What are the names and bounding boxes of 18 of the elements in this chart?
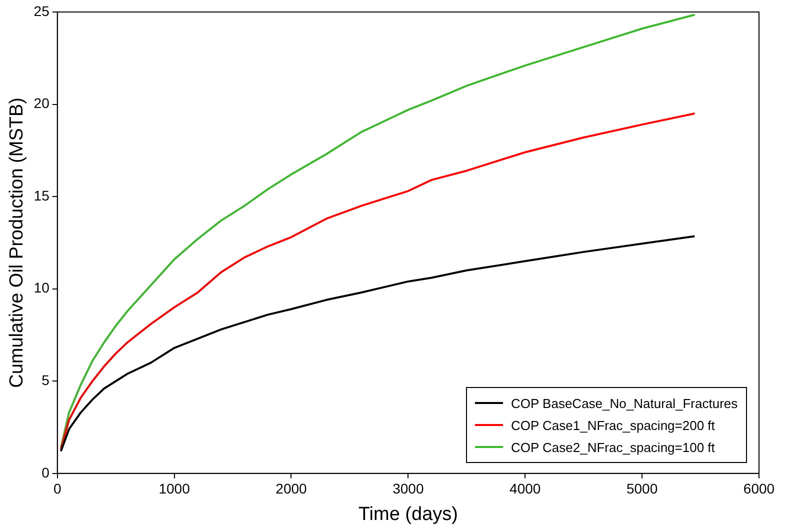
x-tick-label: 5000 [626, 480, 658, 497]
x-tick-label: 1000 [158, 480, 190, 497]
x-tick-label: 2000 [276, 480, 308, 497]
x-tick-label: 6000 [743, 480, 775, 497]
x-tick-label: 4000 [510, 480, 541, 497]
legend-label: COP Case2_NFrac_spacing=100 ft [511, 440, 715, 455]
y-tick-label: 10 [34, 280, 50, 296]
x-axis-title: Time (days) [358, 504, 458, 525]
y-tick-label: 15 [34, 187, 50, 204]
x-tick-label: 3000 [392, 480, 424, 497]
y-tick-label: 20 [34, 95, 50, 112]
y-tick-label: 0 [42, 464, 50, 480]
y-tick-label: 25 [34, 2, 50, 19]
x-tick-label: 0 [53, 480, 62, 497]
y-tick-label: 5 [42, 372, 50, 388]
y-axis-title: Cumulative Oil Production (MSTB) [6, 98, 28, 388]
legend-label: COP BaseCase_No_Natural_Fractures [511, 396, 738, 411]
legend-label: COP Case1_NFrac_spacing=200 ft [511, 418, 715, 433]
